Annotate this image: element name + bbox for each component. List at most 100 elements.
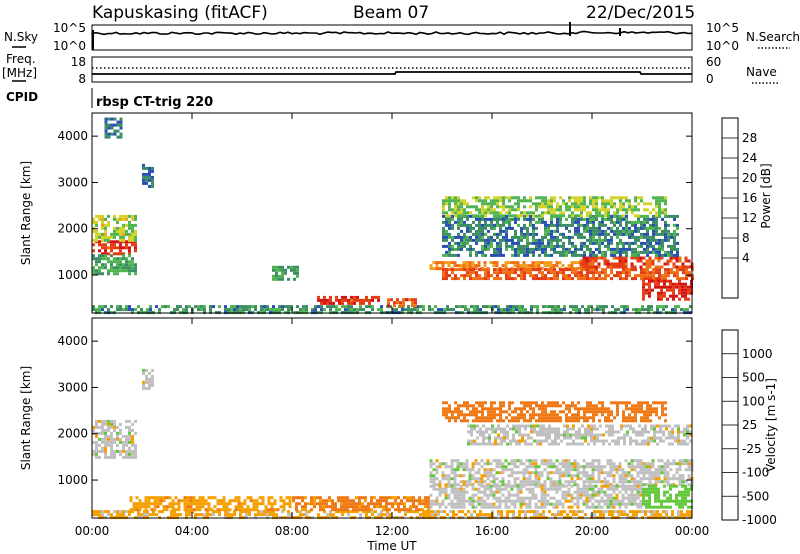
data-cell bbox=[648, 502, 651, 506]
data-cell bbox=[662, 433, 665, 437]
data-cell bbox=[576, 487, 580, 491]
data-cell bbox=[460, 419, 463, 423]
data-cell bbox=[686, 433, 689, 437]
data-cell bbox=[304, 508, 307, 512]
data-cell bbox=[576, 261, 580, 265]
data-cell bbox=[645, 265, 649, 269]
data-cell bbox=[186, 502, 190, 506]
data-cell bbox=[454, 202, 457, 206]
data-cell bbox=[483, 462, 487, 466]
data-cell bbox=[653, 510, 656, 514]
data-cell bbox=[496, 250, 499, 254]
data-cell bbox=[538, 205, 541, 209]
data-cell bbox=[465, 468, 469, 472]
data-cell bbox=[113, 246, 116, 250]
data-cell bbox=[652, 268, 655, 272]
data-cell bbox=[201, 499, 205, 503]
data-cell bbox=[664, 208, 667, 212]
data-cell bbox=[472, 407, 475, 411]
data-cell bbox=[583, 235, 586, 239]
data-cell bbox=[597, 474, 601, 478]
data-cell bbox=[429, 502, 433, 506]
data-cell bbox=[682, 268, 685, 272]
data-cell bbox=[538, 419, 541, 423]
data-cell bbox=[469, 274, 472, 278]
data-cell bbox=[655, 202, 658, 206]
data-cell bbox=[673, 217, 676, 221]
data-cell bbox=[492, 264, 496, 268]
data-cell bbox=[459, 499, 463, 503]
data-cell bbox=[560, 510, 563, 514]
data-cell bbox=[624, 490, 628, 494]
data-cell bbox=[513, 264, 517, 268]
data-cell bbox=[487, 211, 490, 215]
data-cell bbox=[350, 305, 353, 309]
data-cell bbox=[604, 277, 607, 281]
data-cell bbox=[598, 274, 601, 278]
data-cell bbox=[678, 499, 681, 503]
data-cell bbox=[598, 271, 601, 275]
data-cell bbox=[655, 217, 658, 221]
data-cell bbox=[263, 308, 266, 312]
data-cell bbox=[448, 226, 451, 230]
data-cell bbox=[587, 424, 590, 428]
data-cell bbox=[540, 267, 544, 271]
data-cell bbox=[674, 305, 677, 309]
data-cell bbox=[131, 455, 134, 459]
data-cell bbox=[450, 505, 454, 509]
data-cell bbox=[206, 510, 209, 514]
data-cell bbox=[457, 244, 460, 248]
data-cell bbox=[455, 305, 458, 309]
data-cell bbox=[110, 431, 113, 435]
data-cell bbox=[602, 442, 605, 446]
data-cell bbox=[519, 264, 523, 268]
data-cell bbox=[630, 465, 634, 469]
data-cell bbox=[580, 217, 583, 221]
data-cell bbox=[555, 459, 559, 463]
data-cell bbox=[508, 238, 511, 242]
data-cell bbox=[225, 508, 229, 512]
data-cell bbox=[582, 256, 586, 260]
data-cell bbox=[561, 459, 565, 463]
data-cell bbox=[502, 208, 505, 212]
data-cell bbox=[296, 268, 299, 272]
data-cell bbox=[661, 199, 664, 203]
data-cell bbox=[637, 208, 640, 212]
data-cell bbox=[585, 462, 589, 466]
data-cell bbox=[188, 305, 191, 309]
data-cell bbox=[552, 502, 556, 506]
data-cell bbox=[645, 468, 649, 472]
data-cell bbox=[643, 223, 646, 227]
data-cell bbox=[122, 254, 125, 258]
data-cell bbox=[523, 217, 526, 221]
data-cell bbox=[107, 246, 110, 250]
data-cell bbox=[473, 305, 476, 309]
data-cell bbox=[646, 217, 649, 221]
data-cell bbox=[497, 424, 500, 428]
data-cell bbox=[687, 291, 690, 295]
data-cell bbox=[538, 407, 541, 411]
data-cell bbox=[582, 471, 586, 475]
data-cell bbox=[147, 499, 151, 503]
data-cell bbox=[524, 442, 527, 446]
data-cell bbox=[650, 305, 653, 309]
data-cell bbox=[607, 244, 610, 248]
data-cell bbox=[542, 427, 545, 431]
data-cell bbox=[541, 196, 544, 200]
data-cell bbox=[566, 430, 569, 434]
data-cell bbox=[379, 505, 382, 509]
data-cell bbox=[639, 459, 643, 463]
data-cell bbox=[122, 308, 125, 312]
data-cell bbox=[579, 471, 583, 475]
data-cell bbox=[498, 502, 502, 506]
data-cell bbox=[511, 238, 514, 242]
data-cell bbox=[610, 238, 613, 242]
data-cell bbox=[288, 502, 292, 506]
data-cell bbox=[153, 496, 157, 500]
data-cell bbox=[456, 264, 460, 268]
data-cell bbox=[646, 229, 649, 233]
data-cell bbox=[645, 499, 648, 503]
data-cell bbox=[319, 505, 322, 509]
data-cell bbox=[672, 285, 675, 289]
data-cell bbox=[648, 474, 652, 478]
